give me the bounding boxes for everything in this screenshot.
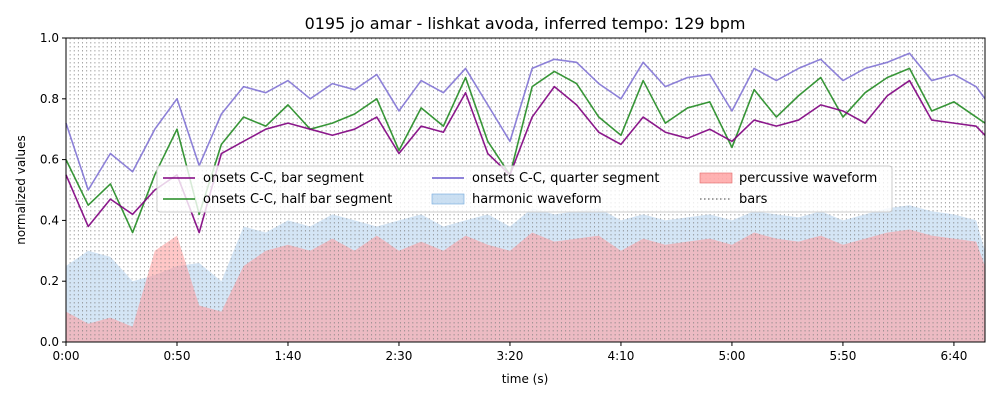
x-tick-label: 2:30 <box>385 349 412 363</box>
legend-label-harmonic: harmonic waveform <box>472 192 602 207</box>
legend-label-quarter-segment: onsets C-C, quarter segment <box>472 171 659 186</box>
plot-frame <box>65 37 986 343</box>
y-tick-label: 0.4 <box>40 213 59 227</box>
x-tick-label: 5:00 <box>718 349 745 363</box>
y-axis-label: normalized values <box>14 135 28 245</box>
legend: onsets C-C, bar segment onsets C-C, half… <box>156 165 893 213</box>
y-tick-label: 0.2 <box>40 274 59 288</box>
series-percussive-waveform <box>66 229 985 342</box>
y-tick-label: 0.0 <box>40 335 59 349</box>
x-tick-label: 3:20 <box>496 349 523 363</box>
y-axis: 0.0 0.2 0.4 0.6 0.8 1.0 <box>40 31 66 349</box>
x-tick-label: 4:10 <box>607 349 634 363</box>
legend-swatch-percussive <box>699 172 733 184</box>
series-onsets-c-c-half-bar-segment <box>65 67 986 234</box>
x-tick-label: 5:50 <box>829 349 856 363</box>
legend-label-bar-segment: onsets C-C, bar segment <box>203 171 364 186</box>
x-tick-label: 0:00 <box>53 349 80 363</box>
x-tick-label: 1:40 <box>275 349 302 363</box>
chart-title: 0195 jo amar - lishkat avoda, inferred t… <box>305 14 746 33</box>
legend-label-half-bar-segment: onsets C-C, half bar segment <box>203 192 392 207</box>
x-axis-label: time (s) <box>502 372 549 386</box>
legend-label-percussive: percussive waveform <box>739 171 877 186</box>
y-tick-label: 0.8 <box>40 92 59 106</box>
x-axis: 0:00 0:50 1:40 2:30 3:20 4:10 5:00 5:50 6:40 <box>53 342 967 363</box>
legend-swatch-harmonic <box>431 193 465 205</box>
x-tick-label: 0:50 <box>164 349 191 363</box>
x-tick-label: 6:40 <box>940 349 967 363</box>
y-tick-label: 1.0 <box>40 31 59 45</box>
series-onsets-c-c-bar-segment <box>65 79 986 234</box>
legend-label-bars: bars <box>739 192 768 207</box>
series-onsets-c-c-quarter-segment <box>65 52 986 191</box>
y-tick-label: 0.6 <box>40 153 59 167</box>
